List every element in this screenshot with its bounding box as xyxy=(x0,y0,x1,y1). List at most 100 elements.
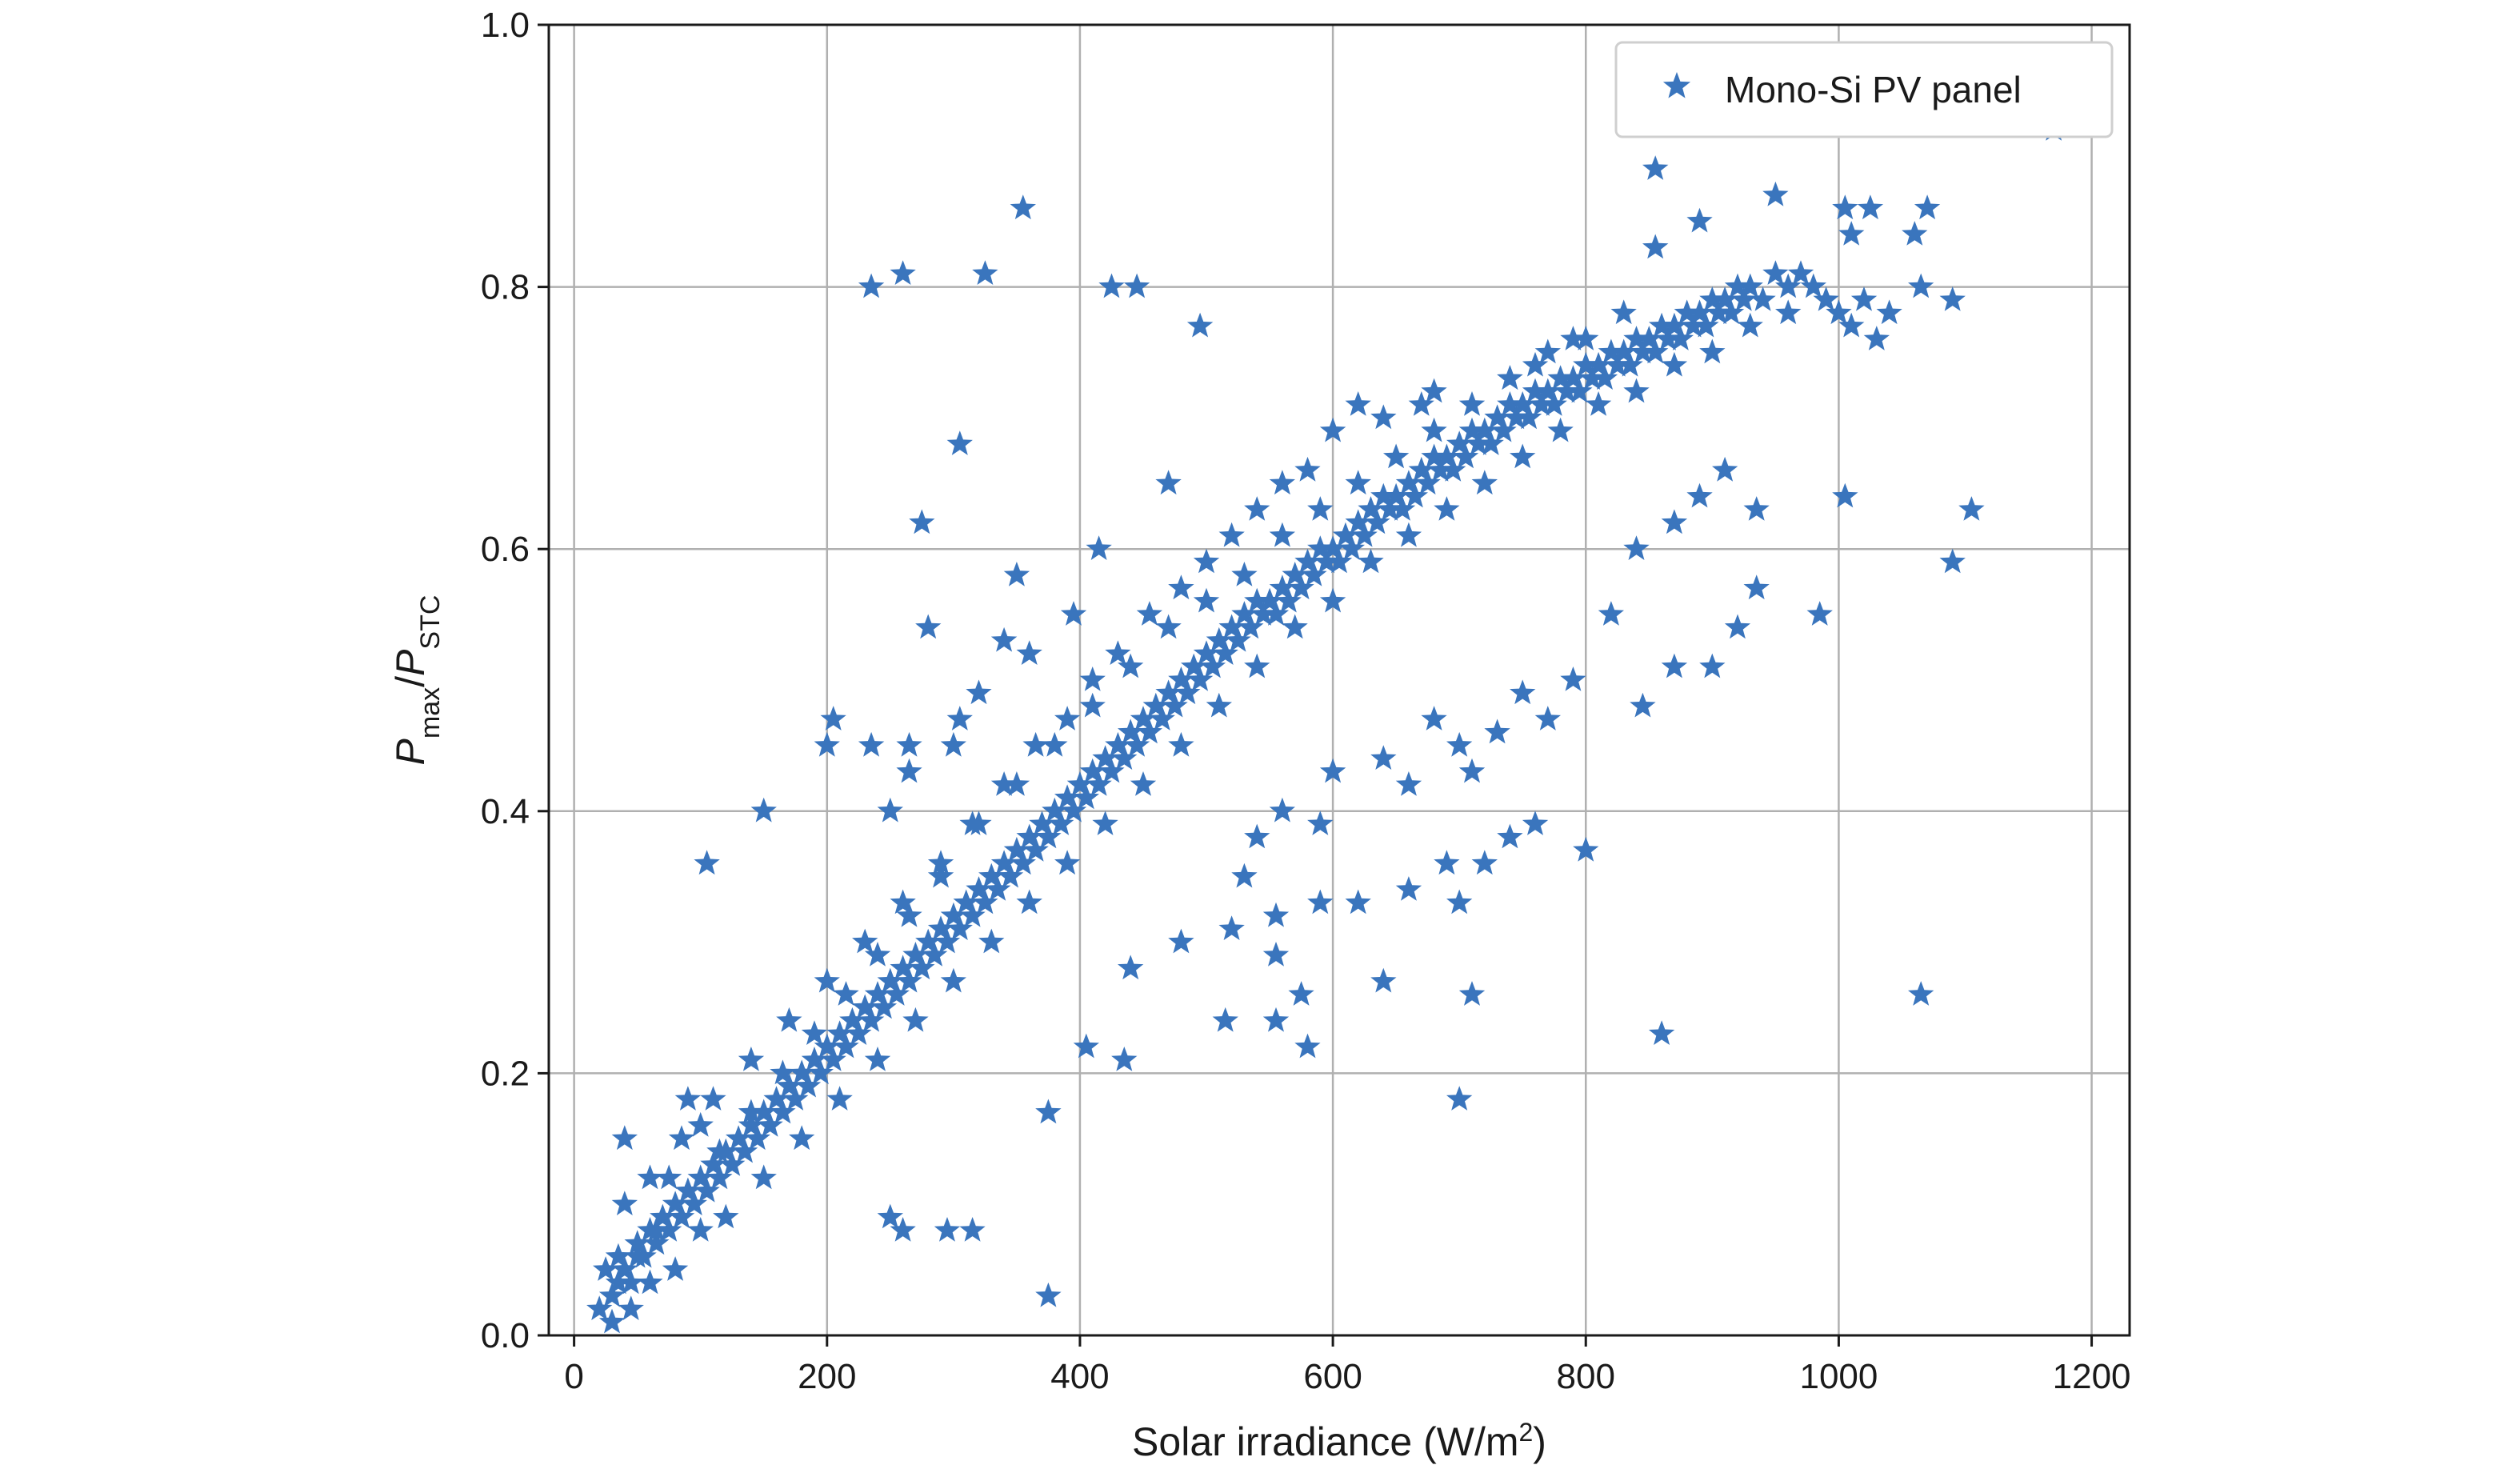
data-point xyxy=(1510,391,1536,416)
data-point xyxy=(1458,758,1486,783)
data-point xyxy=(864,1047,891,1071)
data-point xyxy=(1073,784,1099,810)
data-point xyxy=(1054,850,1081,875)
data-point xyxy=(852,994,878,1019)
data-point xyxy=(1149,706,1175,730)
data-point xyxy=(946,706,973,730)
data-point xyxy=(1288,574,1314,600)
legend-star-marker xyxy=(1662,72,1691,98)
data-point xyxy=(1902,221,1928,246)
data-point xyxy=(1186,666,1214,691)
data-point xyxy=(1408,456,1434,482)
data-point xyxy=(1573,836,1599,862)
data-point xyxy=(1497,823,1523,849)
data-point xyxy=(1212,640,1238,665)
data-point xyxy=(1832,194,1858,220)
data-point xyxy=(1307,535,1334,560)
data-point xyxy=(1377,496,1403,521)
data-point xyxy=(1389,496,1416,521)
data-point xyxy=(972,889,998,915)
data-point xyxy=(972,260,998,285)
data-point xyxy=(1534,378,1561,403)
data-point xyxy=(1598,601,1624,626)
data-point xyxy=(1111,1047,1138,1071)
data-point xyxy=(1130,706,1157,730)
data-point xyxy=(1560,365,1586,390)
data-point xyxy=(1939,286,1966,311)
data-point xyxy=(1718,299,1745,325)
data-point xyxy=(1648,1020,1675,1045)
data-point xyxy=(1282,562,1308,586)
data-point xyxy=(959,902,986,927)
data-point xyxy=(750,797,777,823)
data-point xyxy=(801,1047,828,1071)
data-point xyxy=(1199,653,1226,678)
data-point xyxy=(1092,745,1118,770)
data-point xyxy=(870,994,898,1019)
data-point xyxy=(662,1256,689,1281)
data-point xyxy=(1680,312,1706,338)
data-point xyxy=(1914,194,1941,220)
data-point xyxy=(1294,1033,1321,1059)
data-point xyxy=(1168,928,1194,954)
data-point xyxy=(1471,850,1498,875)
data-point xyxy=(1908,273,1934,298)
data-point xyxy=(706,1164,733,1190)
data-point xyxy=(1484,718,1510,744)
data-point xyxy=(1939,548,1966,574)
data-point xyxy=(1762,181,1789,206)
x-tick-label: 800 xyxy=(1557,1357,1615,1396)
data-point xyxy=(1573,326,1599,350)
data-point xyxy=(794,1072,822,1098)
data-point xyxy=(934,1217,961,1242)
data-point xyxy=(1427,456,1454,482)
data-point xyxy=(1775,299,1802,325)
data-point xyxy=(1408,391,1434,416)
data-point xyxy=(864,981,891,1006)
data-point xyxy=(637,1269,663,1295)
data-point xyxy=(1123,273,1150,298)
data-point xyxy=(1003,771,1030,796)
data-point xyxy=(1086,771,1112,796)
data-point xyxy=(694,850,720,875)
data-point xyxy=(1250,601,1277,626)
data-point xyxy=(1370,967,1397,993)
data-point xyxy=(890,260,916,285)
data-point xyxy=(1098,758,1125,783)
data-point xyxy=(1623,326,1650,350)
y-tick-label: 0.6 xyxy=(481,530,530,569)
data-point xyxy=(1054,706,1081,730)
data-point xyxy=(1510,679,1536,705)
data-point xyxy=(1541,391,1567,416)
x-tick-label: 1000 xyxy=(1799,1357,1878,1396)
data-point xyxy=(1560,666,1586,691)
data-point xyxy=(978,928,1005,954)
data-point xyxy=(1699,338,1726,364)
data-point xyxy=(1269,470,1295,495)
data-point xyxy=(1003,836,1030,862)
data-point xyxy=(1421,706,1447,730)
data-point xyxy=(1686,299,1713,325)
data-point xyxy=(1560,326,1586,350)
data-point xyxy=(763,1086,790,1111)
data-point xyxy=(814,1033,840,1059)
data-point xyxy=(883,981,910,1006)
data-point xyxy=(1503,404,1530,430)
data-point xyxy=(1857,194,1884,220)
data-point xyxy=(959,1217,986,1242)
data-point xyxy=(1086,535,1112,560)
y-tick-label: 0.0 xyxy=(481,1316,530,1355)
data-point xyxy=(877,1203,903,1229)
data-point xyxy=(1155,679,1182,705)
data-point xyxy=(1452,443,1479,469)
data-point xyxy=(927,915,954,940)
data-point xyxy=(801,1020,828,1045)
data-point xyxy=(1358,496,1384,521)
data-point xyxy=(990,850,1018,875)
data-point xyxy=(1636,326,1662,350)
data-point xyxy=(814,731,840,757)
x-tick-label: 600 xyxy=(1303,1357,1362,1396)
data-point xyxy=(896,731,922,757)
data-point xyxy=(1712,456,1738,482)
data-point xyxy=(1370,404,1397,430)
